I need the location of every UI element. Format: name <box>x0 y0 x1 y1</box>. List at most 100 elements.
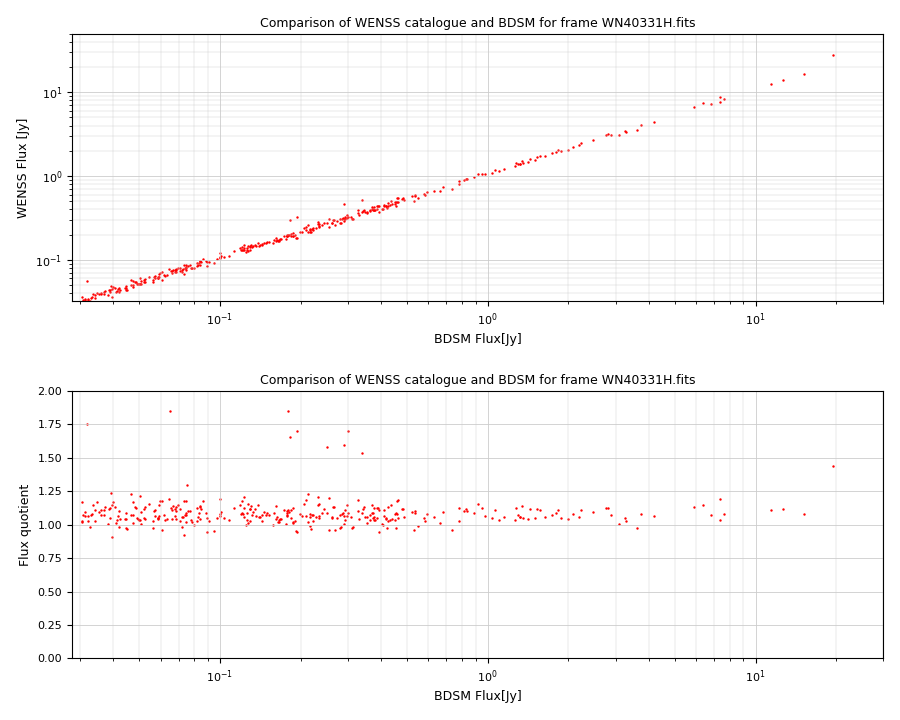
Point <box>240 517 255 528</box>
Point <box>92 289 106 300</box>
Point <box>236 244 250 256</box>
Point <box>346 523 360 534</box>
Point <box>329 215 344 227</box>
Point <box>334 522 348 534</box>
Point <box>372 526 386 538</box>
Point <box>249 240 264 252</box>
Point <box>646 116 661 127</box>
Point <box>248 504 263 516</box>
Point <box>173 266 187 277</box>
Point <box>104 531 119 543</box>
Point <box>460 174 474 185</box>
Point <box>279 233 293 245</box>
Point <box>190 503 204 514</box>
Point <box>111 510 125 521</box>
Point <box>76 294 90 306</box>
Point <box>396 503 410 515</box>
Point <box>704 98 718 109</box>
Point <box>133 490 148 502</box>
Point <box>356 194 370 205</box>
Point <box>290 426 304 437</box>
Point <box>256 507 271 518</box>
Point <box>132 278 147 289</box>
Point <box>338 211 352 222</box>
Point <box>158 269 172 280</box>
Point <box>262 509 276 521</box>
Point <box>158 509 172 521</box>
Point <box>366 204 381 216</box>
Point <box>84 292 98 303</box>
Point <box>100 518 114 529</box>
Point <box>552 144 566 156</box>
Point <box>184 516 199 528</box>
Point <box>286 517 301 528</box>
Point <box>234 495 248 507</box>
Point <box>94 287 109 299</box>
Point <box>250 238 265 249</box>
Point <box>256 237 271 248</box>
Point <box>137 513 151 524</box>
Point <box>537 150 552 162</box>
Point <box>233 499 248 510</box>
Point <box>364 203 379 215</box>
Point <box>244 500 258 512</box>
Point <box>370 201 384 212</box>
Point <box>284 504 298 516</box>
Point <box>282 229 296 240</box>
X-axis label: BDSM Flux[Jy]: BDSM Flux[Jy] <box>434 690 521 703</box>
Point <box>478 168 492 180</box>
Point <box>241 240 256 251</box>
Title: Comparison of WENSS catalogue and BDSM for frame WN40331H.fits: Comparison of WENSS catalogue and BDSM f… <box>260 374 696 387</box>
Point <box>176 259 191 271</box>
Point <box>159 269 174 281</box>
Point <box>280 510 294 521</box>
Point <box>292 226 307 238</box>
Point <box>713 91 727 103</box>
Point <box>301 488 315 500</box>
Point <box>381 516 395 527</box>
Point <box>121 523 135 535</box>
Point <box>276 504 291 516</box>
Point <box>255 515 269 526</box>
Point <box>634 508 648 519</box>
Point <box>395 503 410 515</box>
Point <box>456 174 471 186</box>
Point <box>523 503 537 515</box>
Point <box>566 508 580 520</box>
Point <box>75 516 89 528</box>
Point <box>194 256 208 268</box>
Point <box>210 512 224 523</box>
Point <box>147 271 161 283</box>
Point <box>167 264 182 276</box>
Point <box>146 515 160 526</box>
Point <box>75 496 89 508</box>
Point <box>530 503 544 515</box>
Point <box>242 244 256 256</box>
Point <box>184 260 198 271</box>
Point <box>488 504 502 516</box>
Point <box>389 508 403 519</box>
Point <box>797 508 812 520</box>
Point <box>86 289 101 300</box>
Point <box>301 226 315 238</box>
Point <box>288 516 302 527</box>
Point <box>456 505 471 517</box>
Point <box>338 215 352 226</box>
Point <box>119 282 133 293</box>
Point <box>280 230 294 242</box>
Point <box>134 518 148 530</box>
Point <box>377 199 392 210</box>
Point <box>312 510 327 522</box>
Point <box>212 252 227 264</box>
Point <box>86 500 101 511</box>
Point <box>279 518 293 530</box>
Point <box>90 496 104 508</box>
Point <box>552 504 566 516</box>
Point <box>111 284 125 295</box>
Point <box>125 496 140 508</box>
Point <box>797 68 812 80</box>
Point <box>513 158 527 170</box>
Point <box>379 200 393 212</box>
Point <box>175 266 189 278</box>
X-axis label: BDSM Flux[Jy]: BDSM Flux[Jy] <box>434 333 521 346</box>
